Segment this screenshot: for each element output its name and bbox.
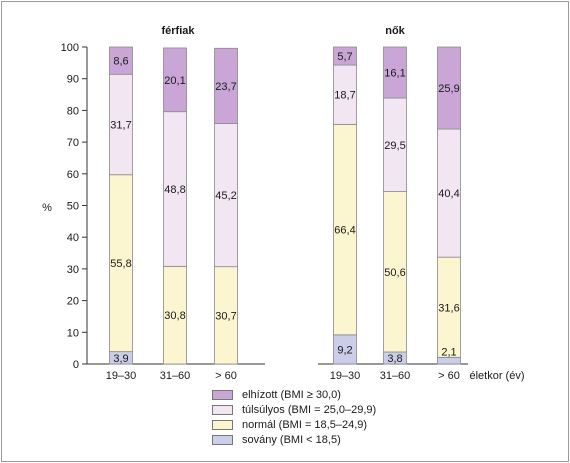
y-tick-label: 100: [61, 42, 79, 54]
data-label: 55,8: [110, 258, 131, 270]
data-label: 3,8: [387, 353, 402, 365]
y-tick-label: 40: [67, 232, 79, 244]
panel-title: férfiak: [161, 25, 195, 37]
data-label: 25,9: [438, 83, 459, 95]
legend-item-tulsulyos: túlsúlyos (BMI = 25,0–29,9): [212, 402, 376, 417]
legend: elhízott (BMI ≥ 30,0) túlsúlyos (BMI = 2…: [212, 387, 376, 447]
legend-label-sovany: sovány (BMI < 18,5): [242, 433, 341, 446]
legend-swatch-sovany: [212, 434, 233, 445]
data-label: 45,2: [215, 190, 236, 202]
bar-segment-elhizott: [437, 46, 461, 130]
panel-title: nők: [385, 25, 405, 37]
y-axis-label: %: [42, 202, 52, 214]
bar-segment-elhizott: [163, 47, 187, 113]
legend-swatch-tulsulyos: [212, 404, 233, 415]
data-label: 16,1: [384, 68, 405, 80]
data-label: 31,7: [110, 120, 131, 132]
legend-swatch-elhizott: [212, 389, 233, 400]
y-tick-label: 70: [67, 137, 79, 149]
data-label: 2,1: [441, 346, 456, 358]
data-label: 3,9: [113, 353, 128, 365]
bar-segment-elhizott: [109, 46, 133, 75]
data-label: 50,6: [384, 267, 405, 279]
legend-item-elhizott: elhízott (BMI ≥ 30,0): [212, 387, 376, 402]
legend-item-sovany: sovány (BMI < 18,5): [212, 432, 376, 447]
y-tick-label: 90: [67, 74, 79, 86]
data-label: 5,7: [337, 51, 352, 63]
legend-label-tulsulyos: túlsúlyos (BMI = 25,0–29,9): [242, 403, 377, 416]
x-tick-label: 19–30: [330, 370, 361, 382]
y-tick-label: 0: [73, 359, 79, 371]
x-tick-label: 31–60: [160, 370, 191, 382]
data-label: 18,7: [334, 90, 355, 102]
x-tick-label: > 60: [215, 370, 237, 382]
x-tick-label: 31–60: [380, 370, 411, 382]
data-label: 8,6: [113, 56, 128, 68]
y-tick-label: 10: [67, 327, 79, 339]
data-label: 30,8: [164, 310, 185, 322]
y-tick-label: 20: [67, 296, 79, 308]
data-label: 48,8: [164, 184, 185, 196]
legend-swatch-normal: [212, 419, 233, 430]
y-tick-label: 80: [67, 105, 79, 117]
data-label: 23,7: [215, 81, 236, 93]
y-tick-label: 60: [67, 169, 79, 181]
data-label: 66,4: [334, 225, 355, 237]
x-tick-label: > 60: [438, 370, 460, 382]
legend-label-elhizott: elhízott (BMI ≥ 30,0): [242, 388, 341, 401]
x-tick-label: 19–30: [106, 370, 137, 382]
data-label: 30,7: [215, 310, 236, 322]
data-label: 9,2: [337, 344, 352, 356]
x-axis-label: életkor (év): [469, 370, 524, 382]
data-label: 29,5: [384, 140, 405, 152]
bar-segment-elhizott: [383, 46, 407, 99]
y-tick-label: 50: [67, 201, 79, 213]
data-label: 20,1: [164, 75, 185, 87]
legend-label-normal: normál (BMI = 18,5–24,9): [242, 418, 368, 431]
bar-segment-elhizott: [214, 47, 238, 124]
data-label: 31,6: [438, 302, 459, 314]
y-tick-label: 30: [67, 264, 79, 276]
data-label: 40,4: [438, 188, 459, 200]
legend-item-normal: normál (BMI = 18,5–24,9): [212, 417, 376, 432]
bar-segment-elhizott: [333, 46, 357, 66]
